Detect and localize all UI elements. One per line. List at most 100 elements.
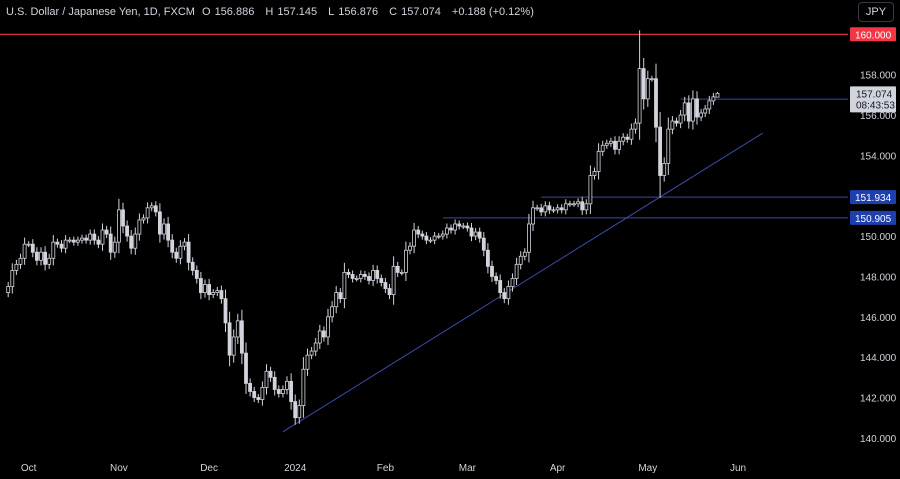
time-tick-label: Jun xyxy=(730,463,746,474)
candle-body xyxy=(178,245,183,259)
time-axis[interactable]: Oct Nov Dec 2024 Feb Mar Apr May Jun xyxy=(21,463,746,474)
current-price-label-bg xyxy=(850,86,896,113)
candle xyxy=(22,237,27,265)
candle-body xyxy=(576,201,580,205)
candle-body xyxy=(326,316,330,338)
candle-body xyxy=(543,205,548,213)
candle xyxy=(707,95,712,115)
candle xyxy=(297,399,302,424)
candle xyxy=(227,311,232,367)
time-tick-label: Nov xyxy=(110,463,128,474)
candle-body xyxy=(260,387,265,400)
candle xyxy=(182,238,187,251)
candle-body xyxy=(309,350,314,356)
candle xyxy=(309,347,314,360)
candle-body xyxy=(244,352,248,384)
level-price-label-text: 160.000 xyxy=(855,30,892,41)
candle-body xyxy=(568,203,572,206)
candle-body xyxy=(190,261,195,271)
candle xyxy=(645,70,650,107)
candle xyxy=(280,385,285,398)
high-label: H xyxy=(265,6,274,18)
candle-body xyxy=(600,144,605,152)
candle xyxy=(543,201,548,217)
candle xyxy=(121,202,125,234)
close-label: C xyxy=(389,6,398,18)
level-price-label-text: 151.934 xyxy=(855,193,892,204)
candle-body xyxy=(494,276,499,281)
candle-body xyxy=(297,405,302,419)
candle-body xyxy=(498,280,503,293)
candle xyxy=(252,386,257,403)
candle-body xyxy=(194,269,199,279)
candle xyxy=(395,261,400,277)
open-value-group: O 156.886 xyxy=(202,6,258,18)
trendline-layer xyxy=(282,132,763,433)
time-tick-label: Oct xyxy=(21,463,37,474)
high-value: 157.145 xyxy=(277,6,318,18)
candle xyxy=(420,230,425,240)
candle xyxy=(71,236,76,246)
symbol-title[interactable]: U.S. Dollar / Japanese Yen, 1D, FXCM xyxy=(6,6,195,18)
candle xyxy=(699,108,703,122)
candle xyxy=(518,251,523,270)
candle xyxy=(59,240,64,253)
candle xyxy=(547,201,552,214)
candle-body xyxy=(207,284,212,296)
level-price-label: 151.934 xyxy=(850,190,896,205)
candle-body xyxy=(35,251,39,261)
candle-body xyxy=(166,223,171,241)
candle-body xyxy=(563,203,568,211)
price-axis[interactable]: 140.000 142.000 144.000 146.000 148.000 150.0… xyxy=(860,71,897,445)
candle xyxy=(18,253,23,269)
time-tick-label: May xyxy=(638,463,657,474)
candle-body xyxy=(412,229,417,247)
candle-body xyxy=(235,320,240,338)
candle xyxy=(379,274,384,287)
candle xyxy=(6,281,11,298)
candle-body xyxy=(55,241,60,245)
candle xyxy=(276,385,281,398)
candle xyxy=(125,220,129,242)
candle xyxy=(178,240,183,265)
candle-body xyxy=(223,298,228,324)
candle-body xyxy=(485,249,490,267)
candle xyxy=(51,235,56,266)
candle xyxy=(522,248,527,261)
candle xyxy=(432,232,437,245)
candle-body xyxy=(473,231,478,237)
candle xyxy=(654,63,658,143)
candle-body xyxy=(662,163,667,176)
price-tick-label: 146.000 xyxy=(860,313,897,324)
trendline xyxy=(282,132,763,433)
candle xyxy=(658,111,662,198)
candles xyxy=(6,30,720,425)
candle-body xyxy=(203,284,207,293)
candle xyxy=(219,285,224,304)
candle-body xyxy=(391,265,396,296)
candle xyxy=(387,284,392,300)
candle xyxy=(572,200,576,207)
candle xyxy=(613,136,617,155)
candle xyxy=(272,371,277,396)
candle-body xyxy=(198,278,203,293)
candle xyxy=(198,271,203,300)
candle xyxy=(244,342,248,394)
candle-body xyxy=(481,237,486,251)
candle xyxy=(563,199,568,215)
candle xyxy=(129,230,134,255)
candle-body xyxy=(137,219,142,235)
candle xyxy=(588,165,593,214)
price-tick-label: 150.000 xyxy=(860,232,897,243)
candle-body xyxy=(293,401,298,419)
candle-body xyxy=(416,229,421,235)
candle xyxy=(584,199,589,215)
candle xyxy=(670,116,675,135)
currency-button[interactable]: JPY xyxy=(858,2,894,22)
candle xyxy=(63,235,68,254)
candle xyxy=(617,136,621,155)
candle-body xyxy=(436,235,441,238)
price-axis-labels: 160.000151.934150.905156.790157.07408:43… xyxy=(850,27,896,225)
